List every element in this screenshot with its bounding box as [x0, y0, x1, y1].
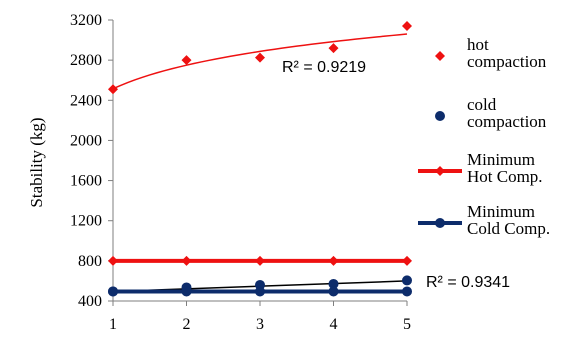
data-point	[402, 21, 412, 32]
x-tick-label: 2	[183, 316, 191, 333]
y-tick-label: 1600	[70, 173, 102, 190]
legend-label: compaction	[467, 52, 547, 71]
x-tick-label: 3	[256, 316, 264, 333]
r2-label: R² = 0.9219	[282, 59, 366, 76]
series-0	[108, 21, 412, 95]
data-point	[181, 255, 192, 266]
data-point	[181, 286, 192, 297]
data-series	[108, 21, 412, 297]
data-point	[402, 255, 412, 266]
legend-label: cold	[467, 95, 497, 114]
legend-label: Hot Comp.	[467, 167, 543, 186]
series-2	[108, 255, 412, 266]
trendline-log	[112, 33, 408, 90]
x-tick-label: 1	[109, 316, 117, 333]
legend-marker	[435, 111, 445, 121]
data-point	[108, 84, 118, 95]
data-point	[328, 255, 339, 266]
series-3	[108, 286, 412, 297]
data-point	[108, 286, 118, 297]
y-tick-label: 2800	[70, 52, 102, 69]
data-point	[255, 52, 265, 63]
legend-label: compaction	[467, 112, 547, 131]
x-tick-labels: 1 2 3 4 5	[109, 301, 411, 333]
legend-label: hot	[467, 35, 489, 54]
r2-labels: R² = 0.9219 R² = 0.9341	[282, 59, 510, 291]
legend-label: Minimum	[467, 202, 535, 221]
y-axis-label: Stability (kg)	[27, 117, 46, 207]
legend-marker	[435, 218, 445, 228]
data-point	[402, 275, 412, 286]
legend-label: Cold Comp.	[467, 219, 550, 238]
data-point	[328, 43, 339, 54]
legend-label: Minimum	[467, 150, 535, 169]
data-point	[328, 286, 339, 297]
y-tick-label: 400	[78, 293, 102, 310]
y-tick-label: 800	[78, 253, 102, 270]
data-point	[402, 286, 412, 297]
r2-label: R² = 0.9341	[426, 274, 510, 291]
y-tick-label: 3200	[70, 12, 102, 29]
y-tick-label: 1200	[70, 213, 102, 230]
y-tick-label: 2000	[70, 132, 102, 149]
y-tick-labels: 400 800 1200 1600 2000 2400 2800 3200	[70, 12, 113, 310]
y-tick-label: 2400	[70, 92, 102, 109]
data-point	[328, 278, 339, 289]
data-point	[181, 55, 192, 66]
data-point	[108, 255, 118, 266]
data-point	[255, 286, 265, 297]
legend-marker	[435, 166, 445, 176]
x-tick-label: 4	[330, 316, 338, 333]
data-point	[255, 255, 265, 266]
legend-marker	[435, 51, 445, 61]
x-tick-label: 5	[403, 316, 411, 333]
